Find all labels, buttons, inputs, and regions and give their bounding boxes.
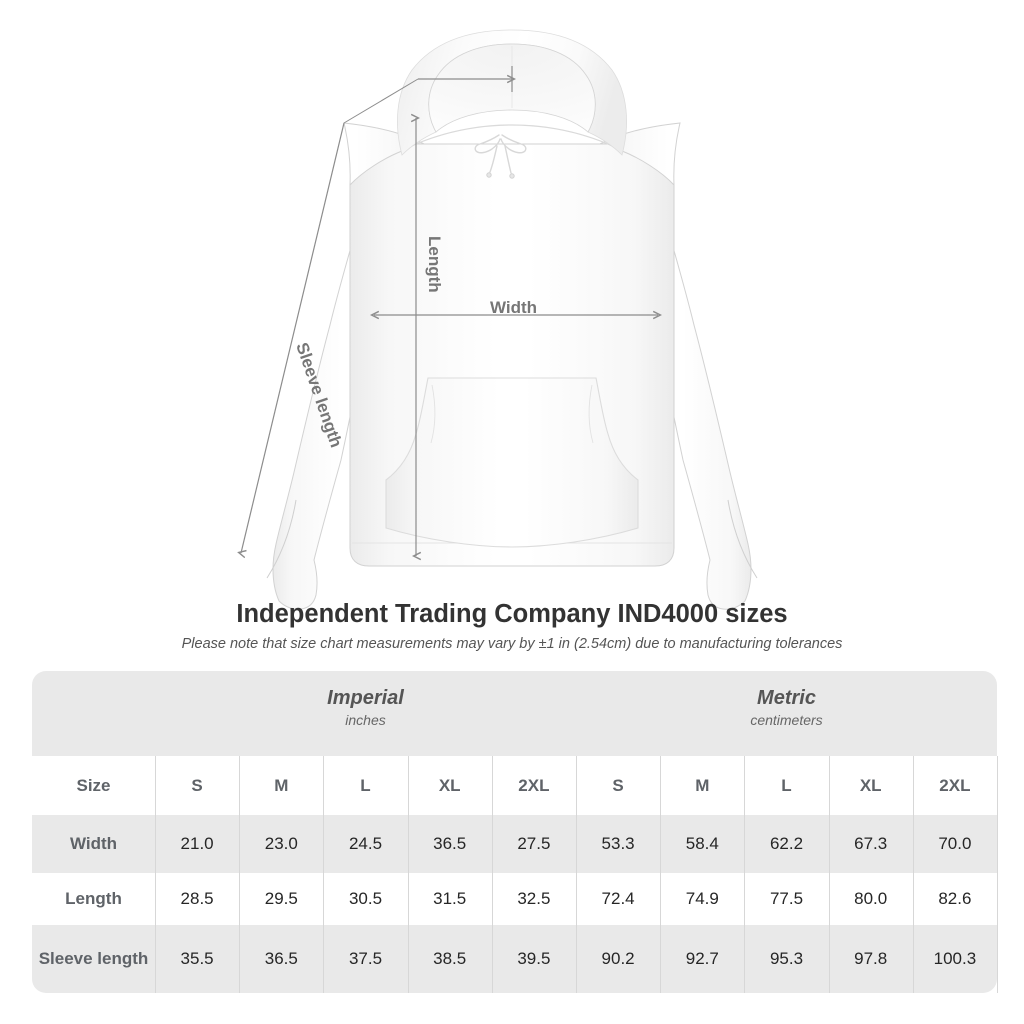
svg-text:Sleeve length: Sleeve length <box>292 340 346 450</box>
svg-text:Width: Width <box>490 298 537 317</box>
svg-text:Length: Length <box>425 236 444 293</box>
